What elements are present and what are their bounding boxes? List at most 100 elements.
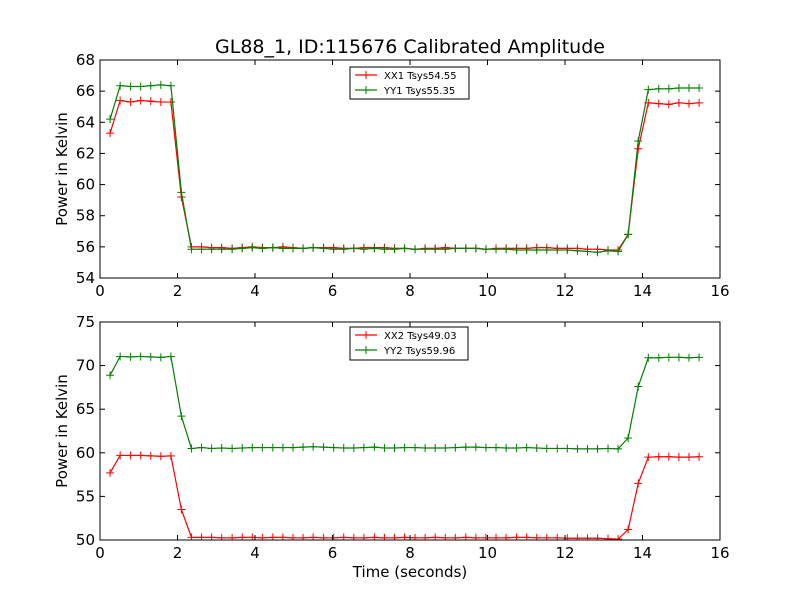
data-point: [634, 136, 643, 145]
series-line: [109, 99, 700, 251]
data-point: [177, 188, 186, 197]
y-tick-label: 70: [76, 357, 95, 375]
data-point: [461, 443, 470, 452]
data-point: [674, 84, 683, 93]
data-point: [238, 244, 247, 253]
legend: XX1 Tsys54.55 YY1 Tsys55.35: [349, 66, 470, 100]
legend-label: YY2 Tsys59.96: [383, 346, 455, 357]
data-point: [268, 243, 277, 252]
y-tick-label: 62: [76, 144, 95, 162]
data-point: [644, 85, 653, 94]
data-point: [166, 352, 175, 361]
data-point: [217, 533, 226, 540]
y-tick-label: 64: [76, 113, 95, 131]
data-point: [370, 443, 379, 452]
x-tick-label: 8: [405, 282, 415, 300]
data-point: [624, 433, 633, 442]
data-point: [166, 98, 175, 107]
data-point: [126, 82, 135, 91]
data-point: [207, 444, 216, 453]
data-point: [421, 245, 430, 254]
data-point: [248, 243, 257, 252]
data-point: [644, 353, 653, 362]
x-tick-label: 12: [555, 282, 574, 300]
data-point: [400, 244, 409, 253]
data-point: [583, 534, 592, 540]
data-point: [116, 352, 125, 361]
data-point: [411, 533, 420, 540]
data-point: [349, 533, 358, 540]
data-point: [349, 444, 358, 453]
data-point: [166, 451, 175, 460]
legend: XX2 Tsys49.03 YY2 Tsys59.96: [349, 326, 469, 361]
data-point: [380, 245, 389, 254]
x-tick-label: 2: [173, 282, 183, 300]
data-point: [309, 243, 318, 252]
data-point: [339, 444, 348, 453]
x-tick-label: 14: [633, 282, 652, 300]
data-point: [431, 245, 440, 254]
x-tick-label: 6: [328, 282, 338, 300]
data-point: [319, 533, 328, 540]
data-point: [471, 533, 480, 540]
data-point: [451, 244, 460, 253]
data-point: [604, 534, 613, 540]
data-point: [431, 444, 440, 453]
data-point: [634, 479, 643, 488]
data-point: [522, 245, 531, 254]
data-point: [563, 444, 572, 453]
plot-1: GL88_1, ID:115676 Calibrated Amplitude 0 2…: [53, 36, 730, 300]
data-point: [664, 100, 673, 109]
data-point: [604, 246, 613, 255]
data-point: [278, 443, 287, 452]
data-point: [359, 245, 368, 254]
data-point: [380, 444, 389, 453]
y-tick-label: 66: [76, 82, 95, 100]
data-point: [421, 533, 430, 540]
data-point: [106, 468, 115, 477]
data-point: [299, 244, 308, 253]
data-point: [492, 443, 501, 452]
data-point: [674, 353, 683, 362]
data-point: [441, 245, 450, 254]
data-point: [177, 412, 186, 421]
data-point: [664, 353, 673, 362]
data-point: [116, 81, 125, 90]
data-point: [441, 533, 450, 540]
y-tick-label: 55: [76, 487, 95, 505]
data-point: [532, 533, 541, 540]
data-point: [156, 353, 165, 362]
data-point: [116, 451, 125, 460]
data-point: [492, 245, 501, 254]
y-tick-label: 50: [76, 531, 95, 549]
data-point: [228, 245, 237, 254]
x-tick-label: 10: [478, 544, 497, 562]
data-point: [136, 96, 145, 105]
data-point: [207, 245, 216, 254]
data-point: [146, 97, 155, 106]
data-point: [614, 535, 623, 540]
data-point: [177, 505, 186, 514]
x-tick-label: 8: [405, 544, 415, 562]
data-point: [685, 84, 693, 93]
data-point: [187, 533, 196, 540]
data-point: [288, 533, 297, 540]
data-point: [146, 81, 155, 90]
data-point: [593, 444, 602, 453]
data-point: [685, 353, 693, 362]
data-point: [502, 245, 511, 254]
data-point: [197, 245, 206, 254]
data-point: [471, 244, 480, 253]
data-point: [573, 246, 582, 255]
data-point: [329, 245, 338, 254]
data-point: [441, 444, 450, 453]
data-point: [187, 444, 196, 453]
series-xx1: [106, 96, 704, 254]
y-tick-label: 68: [76, 51, 95, 69]
data-point: [685, 453, 693, 462]
data-point: [695, 84, 704, 93]
data-point: [614, 247, 623, 256]
series-line: [109, 355, 700, 450]
data-point: [502, 533, 511, 540]
data-point: [380, 533, 389, 540]
